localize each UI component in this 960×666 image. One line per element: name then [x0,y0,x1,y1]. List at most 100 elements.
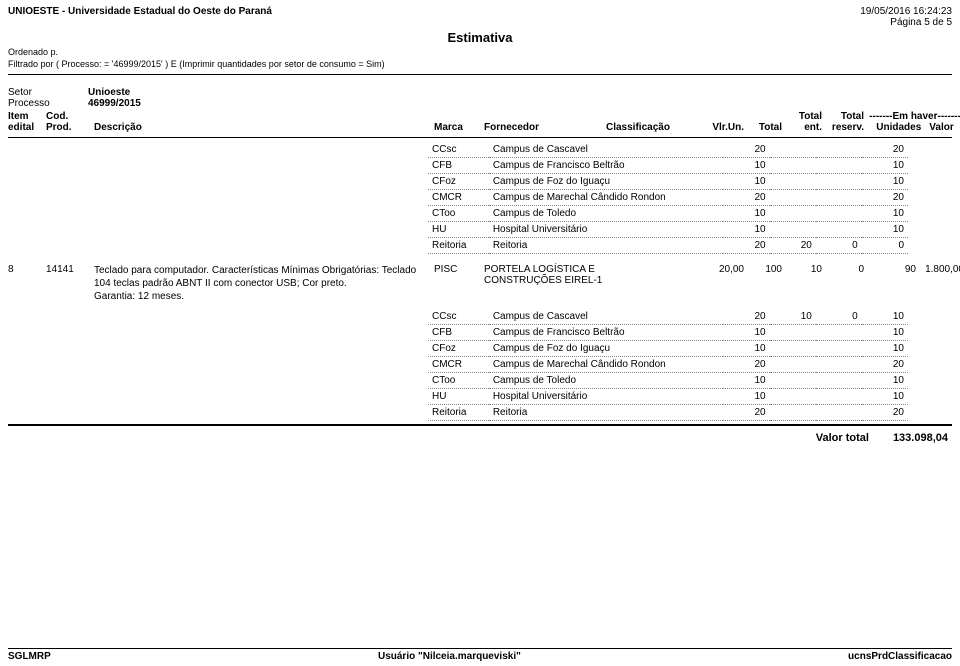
detail-v4: 10 [862,174,908,190]
detail-v3: 0 [816,309,862,325]
detail-v3 [816,206,862,222]
detail-v1: 20 [723,142,769,158]
divider [8,74,952,75]
item-unidades: 90 [866,264,916,275]
detail-code: CMCR [428,190,489,206]
detail-name: Hospital Universitário [489,222,724,238]
footer-center: Usuário "Nilceia.marqueviski" [378,651,521,662]
detail-v4: 10 [862,325,908,341]
col-descricao: Descrição [94,122,432,133]
detail-v4: 20 [862,357,908,373]
detail-v2 [770,206,816,222]
setor-value: Unioeste [88,87,130,98]
col-total: Total [746,122,782,133]
detail-name: Campus de Cascavel [489,309,724,325]
detail-code: CToo [428,206,489,222]
detail-name: Campus de Marechal Cândido Rondon [489,190,724,206]
col-item-edital: Item edital [8,111,44,133]
org-name: UNIOESTE - Universidade Estadual do Oest… [8,6,272,17]
detail-row: CMCRCampus de Marechal Cândido Rondon202… [428,190,908,206]
detail-code: CFB [428,325,489,341]
item-cod: 14141 [46,264,92,275]
detail-v3 [816,142,862,158]
detail-name: Reitoria [489,238,724,254]
detail-v3 [816,341,862,357]
detail-row: ReitoriaReitoria202000 [428,238,908,254]
detail-v2 [770,325,816,341]
detail-code: Reitoria [428,238,489,254]
detail-code: CCsc [428,142,489,158]
detail-name: Campus de Francisco Beltrão [489,158,724,174]
detail-v2 [770,373,816,389]
detail-v3 [816,405,862,421]
detail-v2 [770,222,816,238]
detail-v4: 20 [862,190,908,206]
divider [8,137,952,138]
detail-code: CFoz [428,174,489,190]
detail-v2 [770,174,816,190]
detail-v2 [770,341,816,357]
detail-row: CFozCampus de Foz do Iguaçu1010 [428,174,908,190]
detail-row: CFBCampus de Francisco Beltrão1010 [428,325,908,341]
col-total-reserv: Total reserv. [824,111,864,133]
detail-v3 [816,222,862,238]
detail-v1: 20 [723,357,769,373]
detail-v2 [770,405,816,421]
detail-v4: 0 [862,238,908,254]
detail-v3 [816,190,862,206]
total-label: Valor total [816,432,869,444]
detail-row: CTooCampus de Toledo1010 [428,206,908,222]
detail-v1: 20 [723,309,769,325]
detail-v3 [816,357,862,373]
detail-code: HU [428,389,489,405]
detail-name: Campus de Marechal Cândido Rondon [489,357,724,373]
detail-v4: 10 [862,389,908,405]
detail-row: HUHospital Universitário1010 [428,389,908,405]
detail-v2 [770,158,816,174]
detail-v1: 20 [723,190,769,206]
item-edital: 8 [8,264,44,275]
item-valor: 1.800,00 [918,264,960,275]
item-total-ent: 10 [784,264,822,275]
item-total-reserv: 0 [824,264,864,275]
detail-name: Campus de Toledo [489,206,724,222]
col-unidades: Unidades [876,122,921,133]
header-right: 19/05/2016 16:24:23 Página 5 de 5 [860,6,952,28]
detail-v4: 10 [862,206,908,222]
page-number: Página 5 de 5 [860,17,952,28]
detail-v3 [816,373,862,389]
detail-v3: 0 [816,238,862,254]
detail-row: CCscCampus de Cascavel2010010 [428,309,908,325]
print-timestamp: 19/05/2016 16:24:23 [860,6,952,17]
detail-name: Campus de Foz do Iguaçu [489,174,724,190]
detail-v1: 20 [723,238,769,254]
detail-code: HU [428,222,489,238]
detail-code: CCsc [428,309,489,325]
detail-code: Reitoria [428,405,489,421]
detail-code: CMCR [428,357,489,373]
item-fornecedor: PORTELA LOGÍSTICA E CONSTRUÇÕES EIREL-1 [484,264,604,286]
info-row-processo: Processo 46999/2015 [8,98,952,109]
col-em-haver: -------Em haver------- [869,111,960,122]
item-row: 8 14141 Teclado para computador. Caracte… [8,264,952,303]
detail-name: Campus de Francisco Beltrão [489,325,724,341]
col-valor: Valor [929,122,953,133]
item-marca: PISC [434,264,482,275]
detail-v2 [770,357,816,373]
detail-name: Reitoria [489,405,724,421]
total-value: 133.098,04 [893,432,948,444]
detail-v4: 10 [862,158,908,174]
detail-code: CToo [428,373,489,389]
header-sub: Ordenado p. Filtrado por ( Processo: = '… [8,47,952,70]
detail-row: CMCRCampus de Marechal Cândido Rondon202… [428,357,908,373]
detail-name: Hospital Universitário [489,389,724,405]
totals-row: Valor total 133.098,04 [8,432,952,444]
detail-v2 [770,142,816,158]
detail-row: CFBCampus de Francisco Beltrão1010 [428,158,908,174]
detail-v2 [770,389,816,405]
footer: SGLMRP Usuário "Nilceia.marqueviski" ucn… [8,648,952,662]
col-marca: Marca [434,122,482,133]
detail-v1: 20 [723,405,769,421]
detail-v3 [816,158,862,174]
item-descricao: Teclado para computador. Características… [94,264,432,303]
